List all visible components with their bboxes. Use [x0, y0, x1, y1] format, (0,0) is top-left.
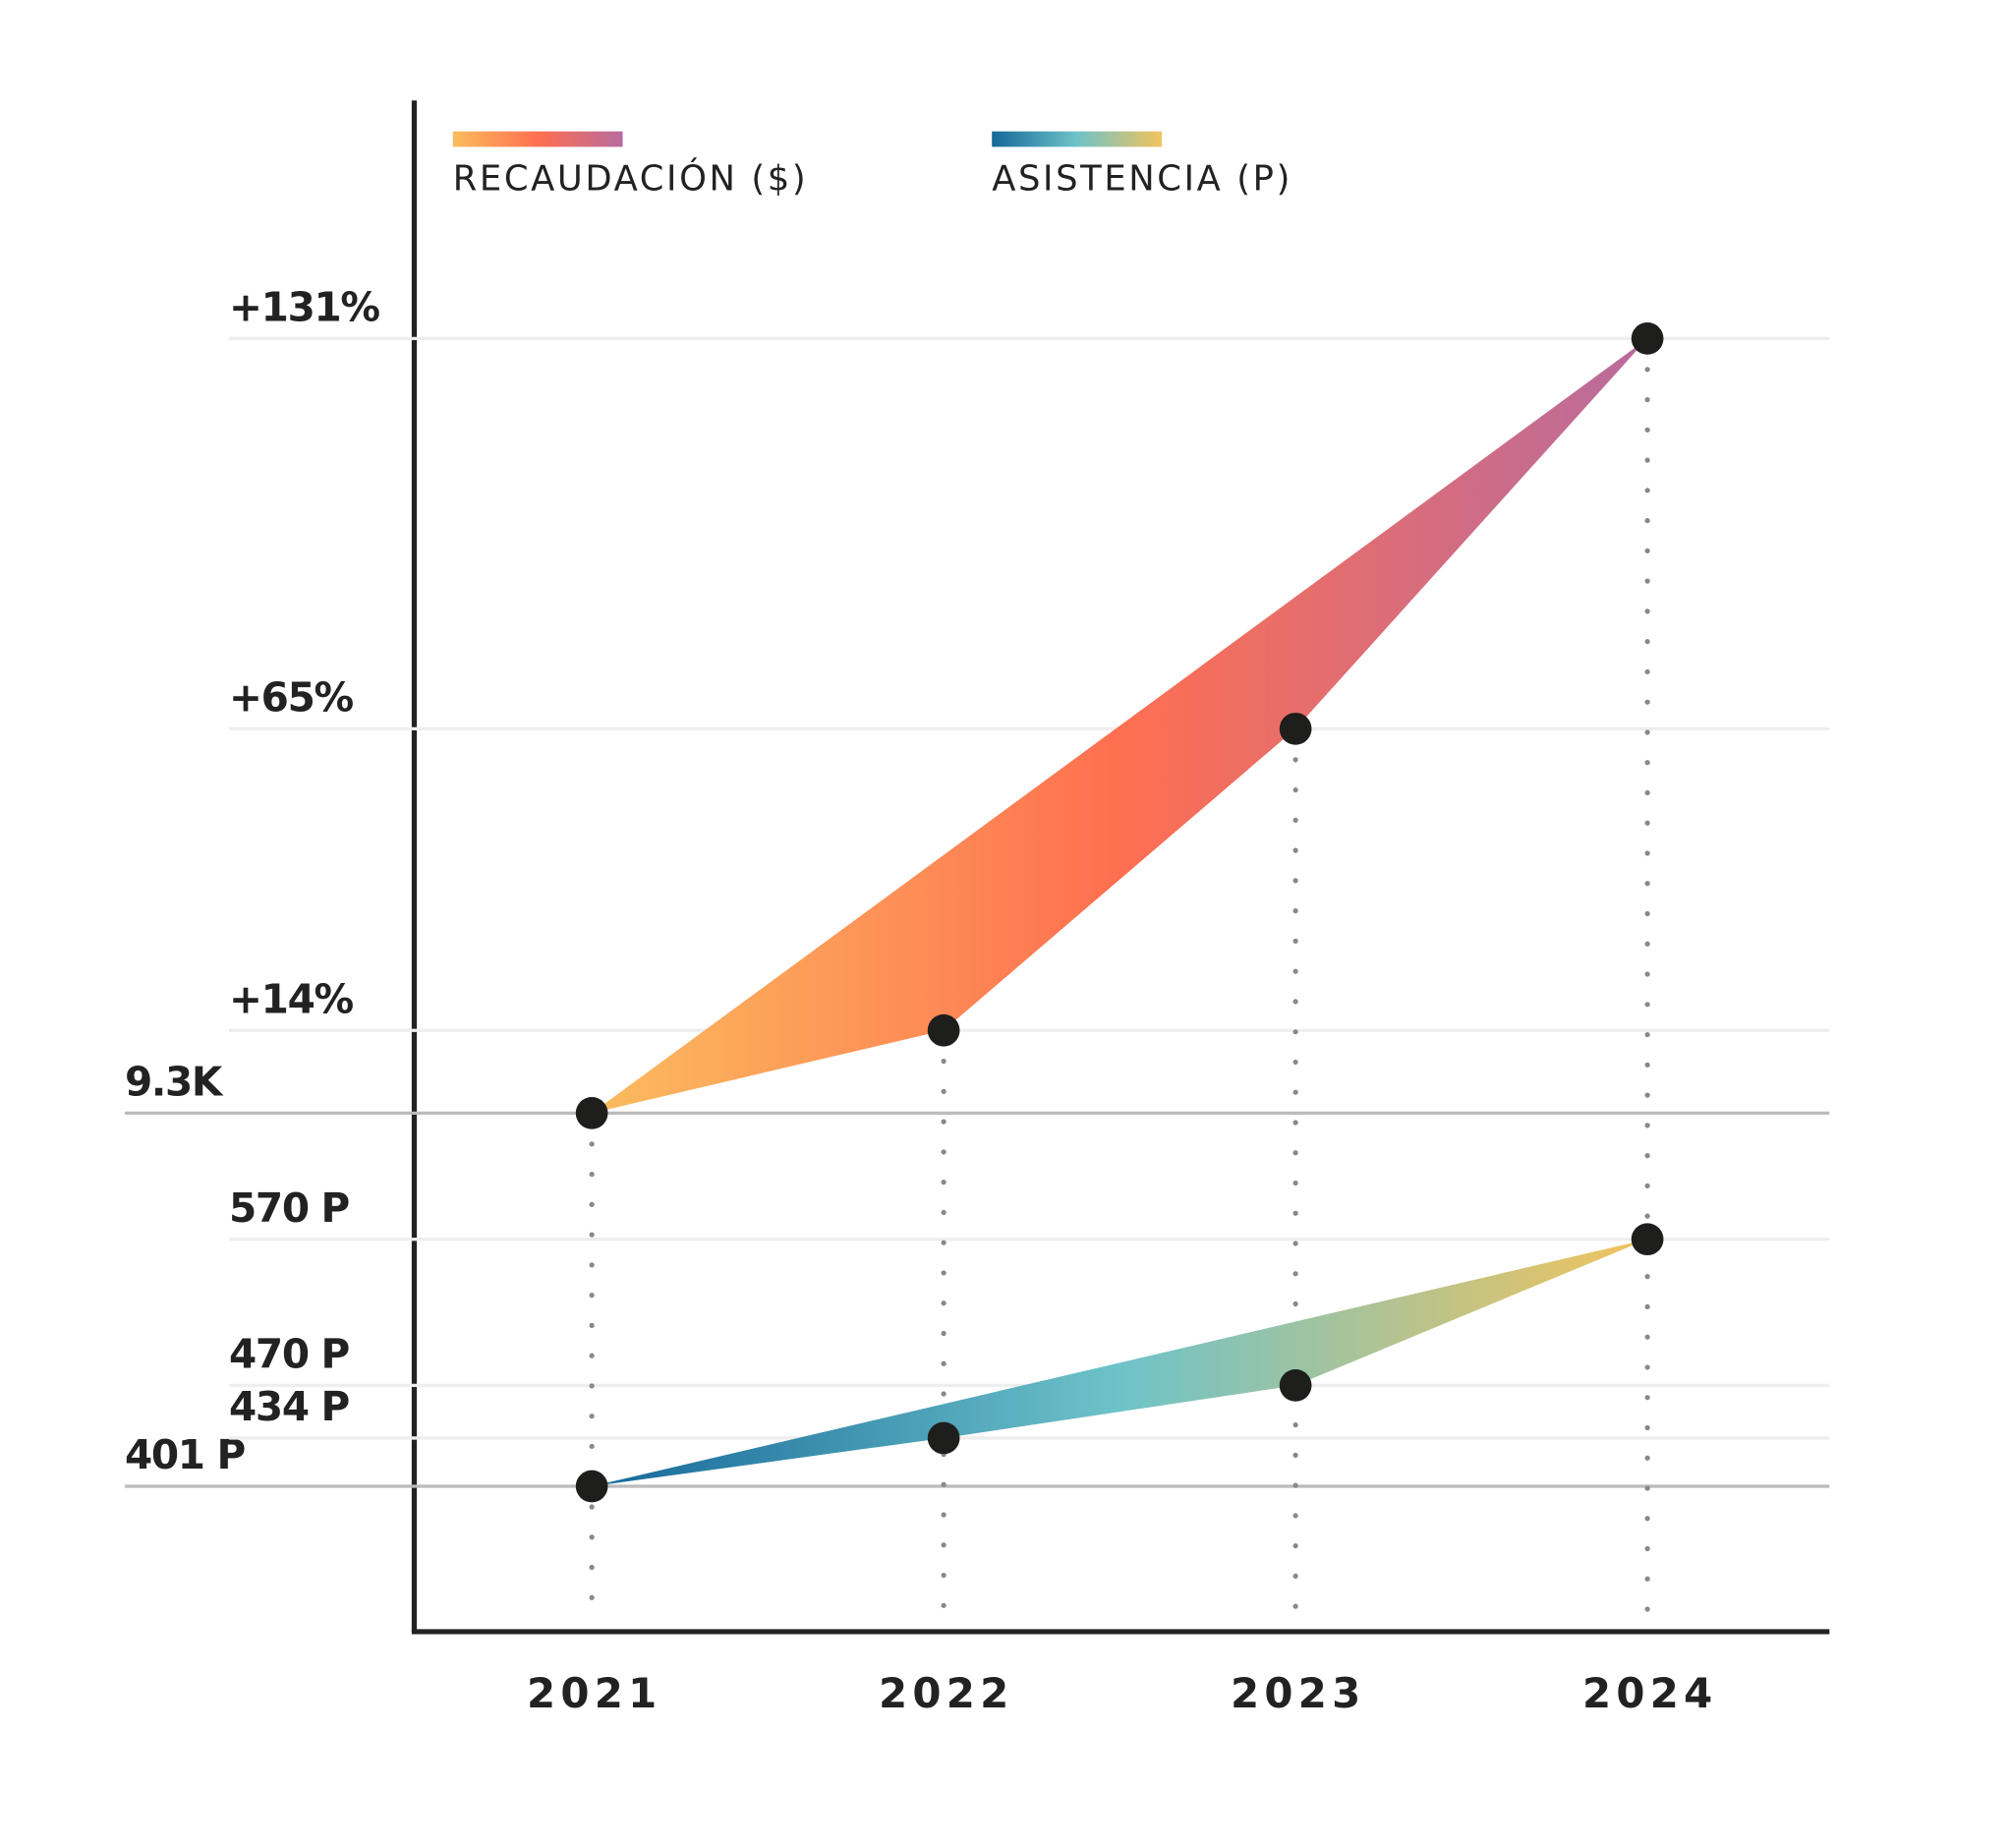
point: [1631, 322, 1664, 355]
y-tick-label: 401 P: [125, 1431, 246, 1478]
point: [1279, 713, 1312, 745]
legend-swatch: [992, 131, 1163, 147]
legend-label: RECAUDACIÓN ($): [453, 157, 809, 199]
point: [575, 1097, 608, 1129]
point: [1631, 1223, 1664, 1256]
y-tick-label: 570 P: [229, 1184, 350, 1232]
point: [575, 1470, 608, 1503]
x-tick-label: 2022: [879, 1669, 1013, 1717]
y-tick-label: 9.3K: [125, 1059, 224, 1106]
point: [1279, 1369, 1312, 1402]
y-tick-label: +14%: [229, 975, 354, 1022]
series-ribbon: [592, 1239, 1648, 1487]
point: [927, 1013, 960, 1047]
series-ribbon: [592, 338, 1648, 1114]
legend-swatch: [452, 131, 623, 147]
y-tick-label: 434 P: [229, 1383, 350, 1430]
x-tick-label: 2021: [527, 1669, 662, 1717]
y-tick-label: +65%: [229, 674, 354, 722]
y-tick-label: 470 P: [229, 1331, 350, 1378]
y-tick-label: +131%: [229, 284, 379, 331]
point: [927, 1421, 960, 1455]
legend-label: ASISTENCIA (P): [992, 158, 1292, 199]
x-tick-label: 2024: [1582, 1669, 1718, 1717]
x-tick-label: 2023: [1231, 1669, 1366, 1717]
